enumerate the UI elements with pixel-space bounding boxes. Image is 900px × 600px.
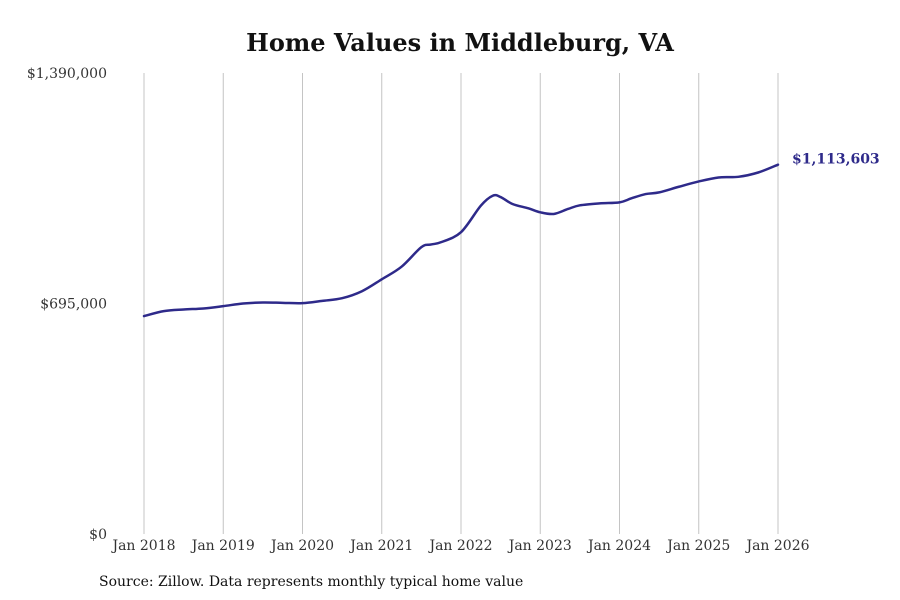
x-axis-tick-labels: Jan 2018 Jan 2019 Jan 2020 Jan 2021 Jan 2022… — [110, 538, 809, 554]
y-tick-label-2: $1,390,000 — [27, 66, 107, 82]
source-note: Source: Zillow. Data represents monthly … — [99, 574, 524, 590]
y-tick-label-1: $695,000 — [40, 297, 107, 313]
x-tick-label-2022: Jan 2022 — [427, 538, 492, 554]
y-axis-tick-labels: $0 $695,000 $1,390,000 — [27, 66, 107, 543]
x-tick-label-2025: Jan 2025 — [665, 538, 730, 554]
series-line-0 — [142, 163, 780, 318]
series-end-label-0: $1,113,603 — [792, 152, 880, 168]
x-tick-label-2019: Jan 2019 — [190, 538, 255, 554]
x-tick-label-2023: Jan 2023 — [507, 538, 572, 554]
x-tick-label-2020: Jan 2020 — [269, 538, 334, 554]
x-tick-label-2021: Jan 2021 — [348, 538, 413, 554]
x-tick-label-2024: Jan 2024 — [586, 538, 651, 554]
data-series: $1,113,603 — [142, 152, 880, 318]
chart-title: Home Values in Middleburg, VA — [246, 28, 674, 57]
x-tick-label-2018: Jan 2018 — [110, 538, 175, 554]
y-tick-label-0: $0 — [89, 527, 107, 543]
x-tick-label-2026: Jan 2026 — [744, 538, 809, 554]
